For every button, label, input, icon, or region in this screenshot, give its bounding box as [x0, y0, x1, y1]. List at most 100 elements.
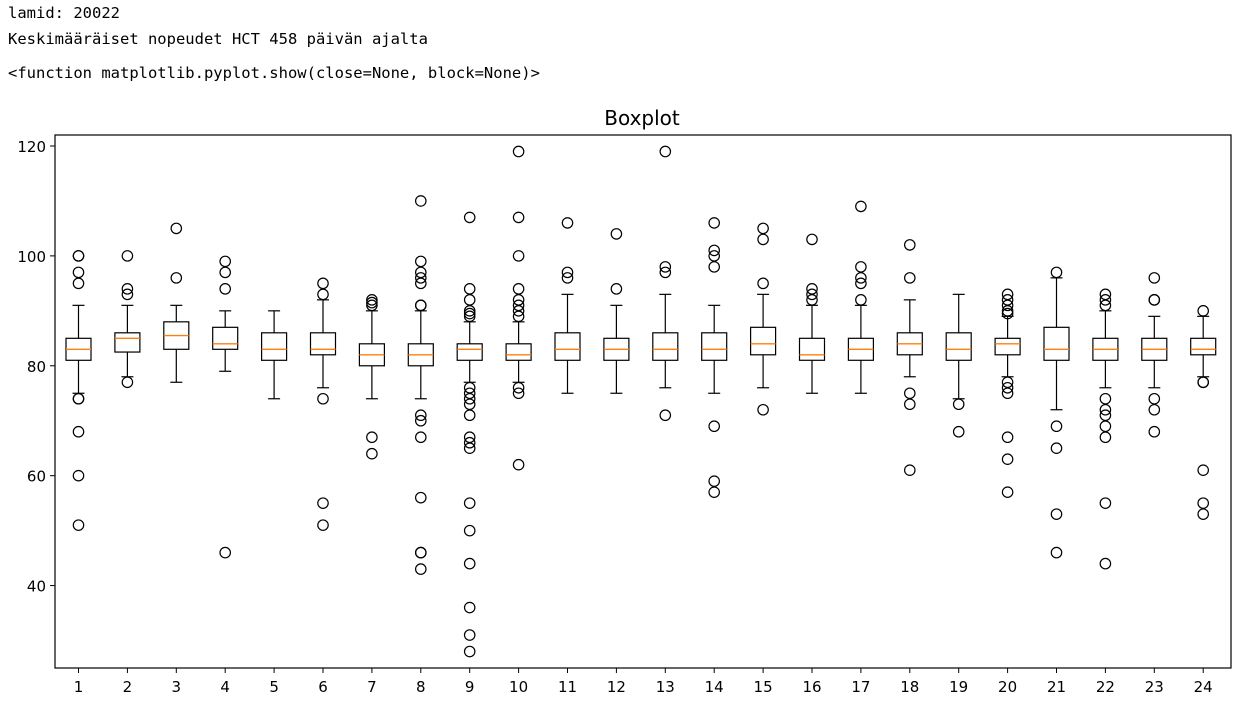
outlier-point: [366, 294, 378, 306]
box-group: [896, 239, 923, 476]
box-iqr: [456, 343, 483, 361]
outlier-point: [659, 266, 672, 279]
outlier-point: [463, 557, 476, 570]
outlier-point: [903, 239, 916, 251]
outlier-point: [1050, 266, 1063, 279]
outlier-point: [463, 283, 476, 295]
outlier-point: [806, 233, 818, 246]
box-group: [1141, 272, 1168, 438]
x-tick-label: 8: [416, 678, 426, 696]
outlier-point: [414, 563, 427, 575]
x-tick-label: 12: [607, 678, 626, 696]
outlier-point: [170, 222, 183, 235]
outlier-point: [463, 409, 476, 422]
outlier-point: [366, 447, 378, 460]
outlier-point: [708, 217, 720, 229]
outlier-point: [72, 425, 85, 438]
outlier-point: [414, 255, 427, 268]
x-tick-label: 18: [900, 678, 919, 696]
outlier-point: [170, 272, 183, 284]
outlier-point: [1050, 546, 1063, 559]
outlier-point: [1148, 425, 1161, 438]
box-group: [945, 293, 972, 438]
outlier-point: [414, 414, 427, 427]
outlier-point: [1197, 497, 1209, 509]
outlier-point: [512, 387, 525, 400]
outlier-point: [1197, 305, 1209, 317]
box-group: [994, 288, 1021, 498]
outlier-point: [463, 601, 476, 614]
outlier-point: [463, 392, 476, 405]
outlier-point: [855, 261, 867, 273]
outlier-point: [72, 277, 85, 290]
x-tick-label: 10: [509, 678, 528, 696]
outlier-point: [219, 546, 231, 559]
outlier-point: [1001, 381, 1014, 394]
outlier-point: [561, 217, 574, 229]
outlier-point: [708, 486, 720, 498]
outlier-point: [1050, 420, 1063, 433]
box-iqr: [749, 326, 777, 356]
outlier-point: [903, 272, 916, 284]
outlier-point: [1099, 557, 1112, 570]
outlier-point: [1001, 307, 1014, 320]
outlier-point: [512, 305, 525, 317]
outlier-point: [72, 519, 85, 531]
outlier-point: [757, 277, 769, 290]
outlier-point: [1001, 299, 1014, 312]
y-tick-label: 60: [27, 468, 46, 486]
outlier-point: [952, 398, 965, 411]
outlier-point: [952, 425, 965, 438]
outlier-point: [463, 294, 476, 306]
outlier-point: [806, 288, 818, 301]
outlier-point: [414, 546, 427, 559]
outlier-point: [512, 381, 525, 394]
x-tick-label: 24: [1194, 678, 1213, 696]
x-tick-label: 9: [465, 678, 475, 696]
x-tick-label: 23: [1145, 678, 1164, 696]
outlier-point: [855, 277, 867, 290]
y-tick-label: 120: [17, 138, 46, 156]
box-group: [554, 217, 581, 394]
outlier-point: [414, 409, 427, 422]
outlier-point: [1001, 387, 1014, 400]
outlier-point: [1099, 299, 1112, 312]
outlier-point: [708, 244, 720, 257]
outlier-point: [512, 211, 525, 224]
outlier-point: [561, 266, 574, 279]
axes-frame: [54, 134, 1232, 669]
x-tick-label: 16: [802, 678, 821, 696]
outlier-point: [512, 458, 525, 471]
box-iqr: [701, 332, 728, 361]
outlier-point: [1001, 453, 1014, 465]
outlier-point: [1099, 294, 1112, 306]
box-iqr: [994, 337, 1021, 356]
outlier-point: [317, 392, 329, 405]
output-line-id: lamid: 20022: [8, 4, 120, 22]
outlier-point: [317, 288, 329, 301]
outlier-point: [1148, 392, 1161, 405]
box-group: [603, 228, 630, 394]
box-iqr: [798, 337, 826, 361]
box-iqr: [505, 343, 532, 361]
box-group: [749, 222, 777, 416]
outlier-point: [659, 145, 672, 158]
outlier-point: [366, 299, 378, 312]
box-group: [701, 217, 728, 498]
outlier-point: [1197, 376, 1209, 389]
outlier-point: [366, 431, 378, 444]
outlier-point: [855, 200, 867, 213]
box-iqr: [554, 332, 581, 361]
x-tick-label: 17: [851, 678, 870, 696]
x-tick-label: 11: [558, 678, 577, 696]
box-group: [652, 145, 679, 422]
outlier-point: [463, 305, 476, 317]
box-group: [1092, 288, 1119, 570]
outlier-point: [72, 266, 85, 279]
box-group: [456, 211, 483, 658]
outlier-point: [219, 255, 231, 268]
outlier-point: [121, 376, 134, 389]
chart-title: Boxplot: [604, 106, 680, 130]
outlier-point: [512, 145, 525, 158]
box-iqr: [114, 332, 141, 353]
